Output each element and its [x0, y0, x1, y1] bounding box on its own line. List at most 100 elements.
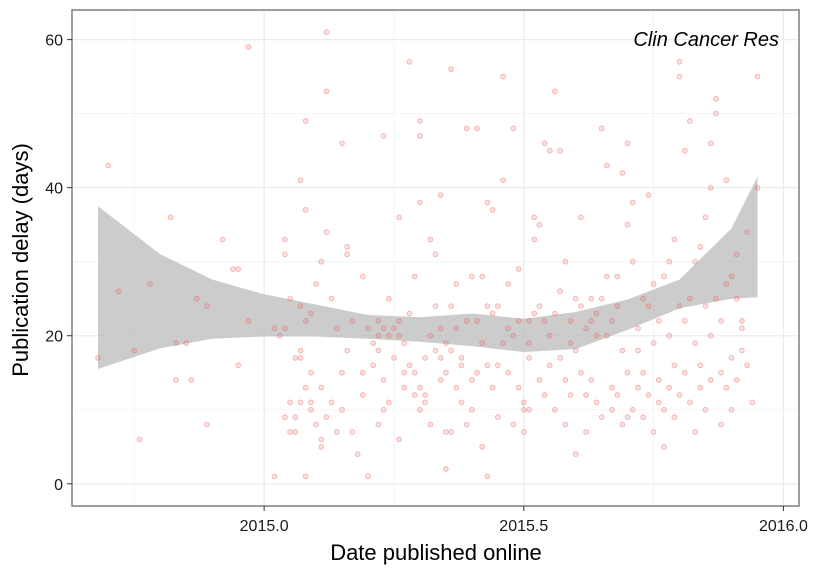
data-point — [308, 310, 314, 317]
data-point — [380, 133, 387, 139]
data-point — [671, 236, 678, 243]
data-point — [713, 95, 719, 102]
data-point — [349, 429, 356, 435]
data-point — [385, 295, 392, 302]
data-point — [443, 429, 449, 435]
data-point — [448, 66, 455, 73]
data-point — [588, 295, 595, 302]
data-point — [458, 399, 465, 406]
data-point — [562, 258, 569, 265]
data-point — [744, 229, 750, 236]
data-point — [552, 88, 558, 95]
data-point — [422, 392, 429, 398]
data-point — [609, 384, 615, 391]
data-point — [676, 58, 683, 65]
data-point — [598, 414, 605, 421]
data-point — [411, 369, 418, 376]
data-point — [645, 192, 652, 199]
data-point — [380, 325, 387, 332]
data-point — [115, 288, 122, 295]
data-point — [619, 421, 626, 428]
data-point — [609, 406, 615, 413]
data-point — [733, 251, 740, 258]
data-point — [323, 414, 330, 421]
data-point — [588, 377, 595, 384]
data-point — [655, 318, 662, 324]
data-point — [515, 266, 522, 273]
data-point — [297, 303, 304, 310]
data-point — [681, 147, 688, 154]
data-point — [344, 347, 351, 354]
data-point — [510, 421, 517, 428]
data-point — [697, 362, 704, 369]
data-point — [604, 332, 610, 339]
data-point — [370, 340, 377, 347]
data-point — [432, 303, 439, 310]
data-point — [230, 266, 236, 273]
data-point — [484, 473, 491, 480]
data-point — [707, 140, 714, 147]
data-point — [375, 318, 382, 324]
data-point — [728, 273, 735, 280]
data-point — [333, 429, 340, 435]
data-point — [546, 362, 553, 369]
data-point — [557, 147, 563, 154]
data-point — [339, 140, 345, 147]
data-point — [437, 355, 444, 361]
journal-annotation: Clin Cancer Res — [633, 29, 779, 51]
data-point — [744, 362, 750, 369]
data-point — [271, 325, 278, 332]
data-point — [494, 303, 501, 310]
data-point — [344, 251, 351, 258]
data-point — [733, 295, 740, 302]
data-point — [650, 281, 657, 287]
data-point — [105, 162, 112, 169]
data-point — [676, 73, 683, 80]
data-point — [505, 325, 512, 332]
data-point — [339, 369, 345, 376]
data-point — [536, 221, 543, 228]
data-point — [318, 443, 325, 450]
data-point — [443, 340, 449, 347]
data-point — [282, 236, 288, 243]
data-point — [505, 281, 512, 287]
data-point — [136, 436, 143, 443]
y-tick-label: 40 — [45, 181, 63, 198]
data-point — [282, 251, 288, 258]
data-point — [323, 229, 330, 236]
data-point — [173, 340, 179, 347]
data-point — [531, 310, 538, 317]
data-point — [422, 355, 429, 361]
data-point — [629, 406, 636, 413]
data-point — [359, 369, 366, 376]
y-axis: 0 20 40 60 — [45, 33, 72, 494]
data-point — [707, 377, 714, 384]
data-point — [541, 140, 548, 147]
data-point — [614, 273, 621, 280]
data-point — [526, 340, 532, 347]
grid-lines — [72, 10, 799, 506]
data-point — [302, 473, 309, 480]
data-point — [391, 355, 397, 361]
data-point — [489, 310, 496, 317]
y-tick-label: 20 — [45, 329, 63, 346]
data-point — [687, 399, 693, 406]
data-point — [437, 377, 444, 384]
data-point — [287, 429, 294, 435]
data-point — [572, 451, 579, 458]
data-point — [463, 421, 470, 428]
data-point — [728, 406, 735, 413]
data-point — [328, 399, 335, 406]
x-tick-label: 2015.0 — [240, 518, 289, 535]
data-point — [546, 332, 553, 339]
data-point — [583, 392, 589, 398]
data-point — [396, 332, 403, 339]
data-point — [707, 184, 714, 191]
data-point — [552, 310, 558, 317]
data-point — [718, 421, 724, 428]
data-point — [204, 421, 210, 428]
data-point — [749, 399, 756, 406]
data-point — [479, 443, 486, 450]
data-point — [624, 221, 631, 228]
data-point — [173, 377, 179, 384]
